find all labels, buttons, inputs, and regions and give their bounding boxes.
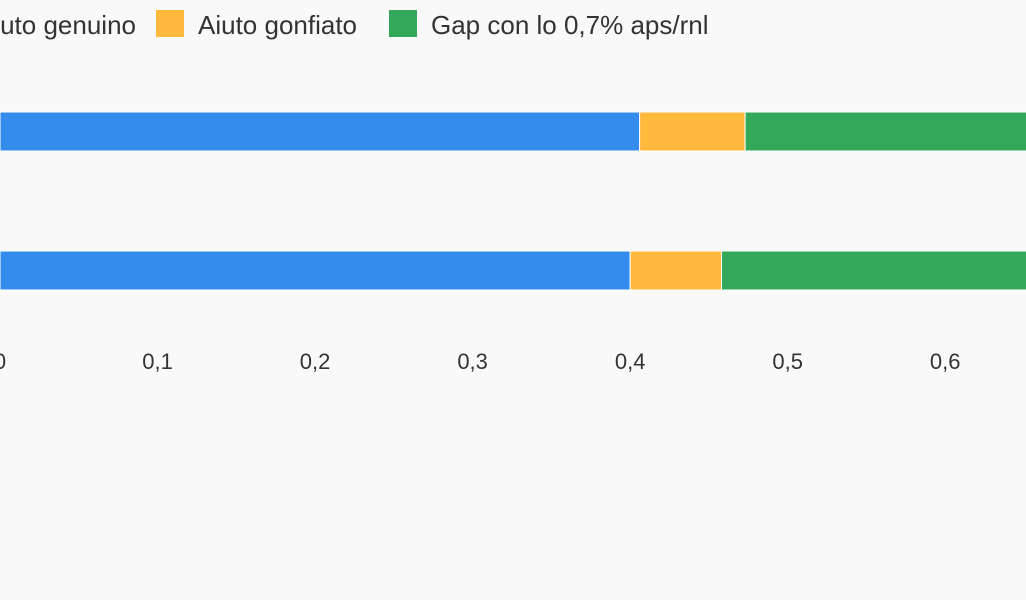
bar-segment	[629, 250, 723, 291]
bar-segment	[721, 250, 1026, 291]
legend-label: Aiuto genuino	[0, 10, 136, 40]
x-tick-label: 0,3	[457, 349, 488, 374]
x-tick-label: 0	[0, 349, 6, 374]
legend-swatch	[156, 10, 184, 37]
x-tick-label: 0,5	[772, 349, 803, 374]
x-tick-label: 0,1	[142, 349, 173, 374]
x-tick-label: 0,4	[615, 349, 646, 374]
bar-segment	[744, 111, 1026, 152]
x-tick-label: 0,2	[300, 349, 331, 374]
bar-segment	[0, 250, 631, 291]
legend-label: Gap con lo 0,7% aps/rnl	[431, 10, 709, 40]
legend-label: Aiuto gonfiato	[198, 10, 357, 40]
legend-swatch	[389, 10, 417, 37]
bar-segment	[639, 111, 746, 152]
bar-segment	[0, 111, 641, 152]
x-tick-label: 0,6	[930, 349, 961, 374]
